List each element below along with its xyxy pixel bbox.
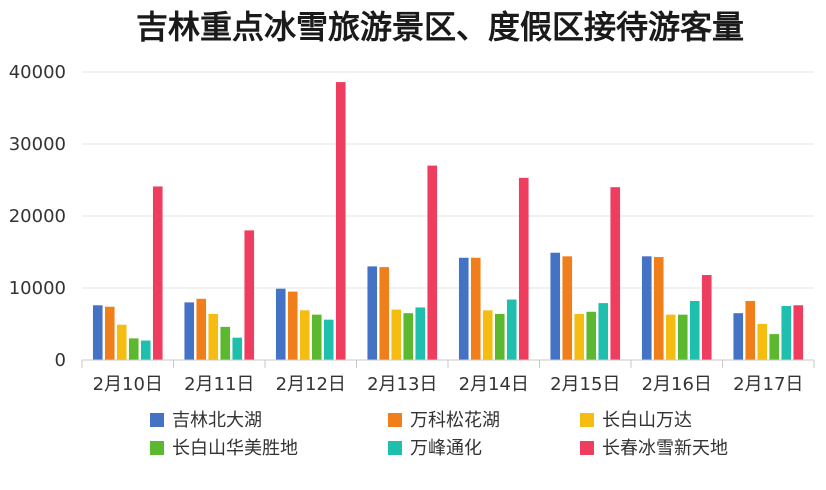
bar [323, 319, 334, 360]
y-tick-label: 30000 [9, 134, 66, 155]
legend-label: 吉林北大湖 [172, 410, 262, 431]
bar [745, 300, 756, 360]
bar [104, 306, 115, 360]
legend-swatch [388, 413, 402, 427]
bar [586, 311, 597, 360]
bar [208, 313, 219, 360]
bar [550, 252, 561, 360]
bar [403, 313, 414, 360]
bar [184, 302, 195, 360]
bar [781, 306, 792, 360]
grid-lines [82, 71, 814, 289]
y-tick-label: 20000 [9, 206, 66, 227]
bar [665, 314, 676, 360]
bars [92, 82, 804, 360]
x-tick-label: 2月10日 [93, 374, 163, 395]
bar [220, 326, 231, 360]
bar [299, 310, 310, 360]
legend-label: 长白山万达 [602, 410, 692, 431]
bar [506, 299, 517, 360]
bar [653, 257, 664, 360]
bar [140, 340, 151, 360]
bar [689, 300, 700, 360]
legend-label: 长白山华美胜地 [172, 438, 298, 459]
x-tick-label: 2月11日 [184, 374, 254, 395]
legend-label: 万科松花湖 [410, 410, 500, 431]
bar [610, 187, 621, 360]
x-axis: 2月10日 2月11日 2月12日 2月13日 2月14日 2月15日 2月16日 2月17日 [81, 359, 815, 395]
bar [677, 314, 688, 360]
legend-swatch [150, 441, 164, 455]
bar [311, 314, 322, 360]
bar [769, 334, 780, 360]
bar [733, 313, 744, 360]
bar [470, 257, 481, 360]
bar [415, 307, 426, 360]
x-tick-label: 2月16日 [642, 374, 712, 395]
y-tick-label: 40000 [9, 62, 66, 83]
bar [92, 305, 103, 360]
y-tick-label: 10000 [9, 278, 66, 299]
bar [427, 165, 438, 360]
bar [391, 309, 402, 360]
chart-title: 吉林重点冰雪旅游景区、度假区接待游客量 [136, 8, 744, 46]
bar [335, 82, 346, 360]
legend-label: 万峰通化 [410, 438, 482, 459]
bar [128, 338, 139, 360]
x-tick-label: 2月12日 [276, 374, 346, 395]
bar [275, 288, 286, 360]
bar [196, 298, 207, 360]
legend-swatch [388, 441, 402, 455]
bar [641, 256, 652, 360]
bar [287, 291, 298, 360]
bar [482, 310, 493, 360]
legend-swatch [580, 441, 594, 455]
x-tick-label: 2月17日 [733, 374, 803, 395]
bar [598, 303, 609, 360]
bar [244, 230, 255, 360]
bar [793, 305, 804, 360]
bar [562, 256, 573, 360]
bar [701, 275, 712, 360]
x-tick-label: 2月15日 [550, 374, 620, 395]
legend-label: 长春冰雪新天地 [602, 438, 728, 459]
bar [152, 186, 163, 360]
y-axis: 0 10000 20000 30000 40000 [9, 62, 66, 371]
bar [379, 267, 390, 360]
bar [574, 313, 585, 360]
bar [757, 324, 768, 360]
legend-swatch [580, 413, 594, 427]
bar [116, 324, 127, 360]
bar [518, 177, 529, 360]
legend-swatch [150, 413, 164, 427]
x-tick-label: 2月13日 [367, 374, 437, 395]
y-tick-label: 0 [55, 350, 66, 371]
bar [494, 313, 505, 360]
bar [458, 257, 469, 360]
bar [367, 266, 378, 360]
x-tick-label: 2月14日 [459, 374, 529, 395]
bar [232, 337, 243, 360]
